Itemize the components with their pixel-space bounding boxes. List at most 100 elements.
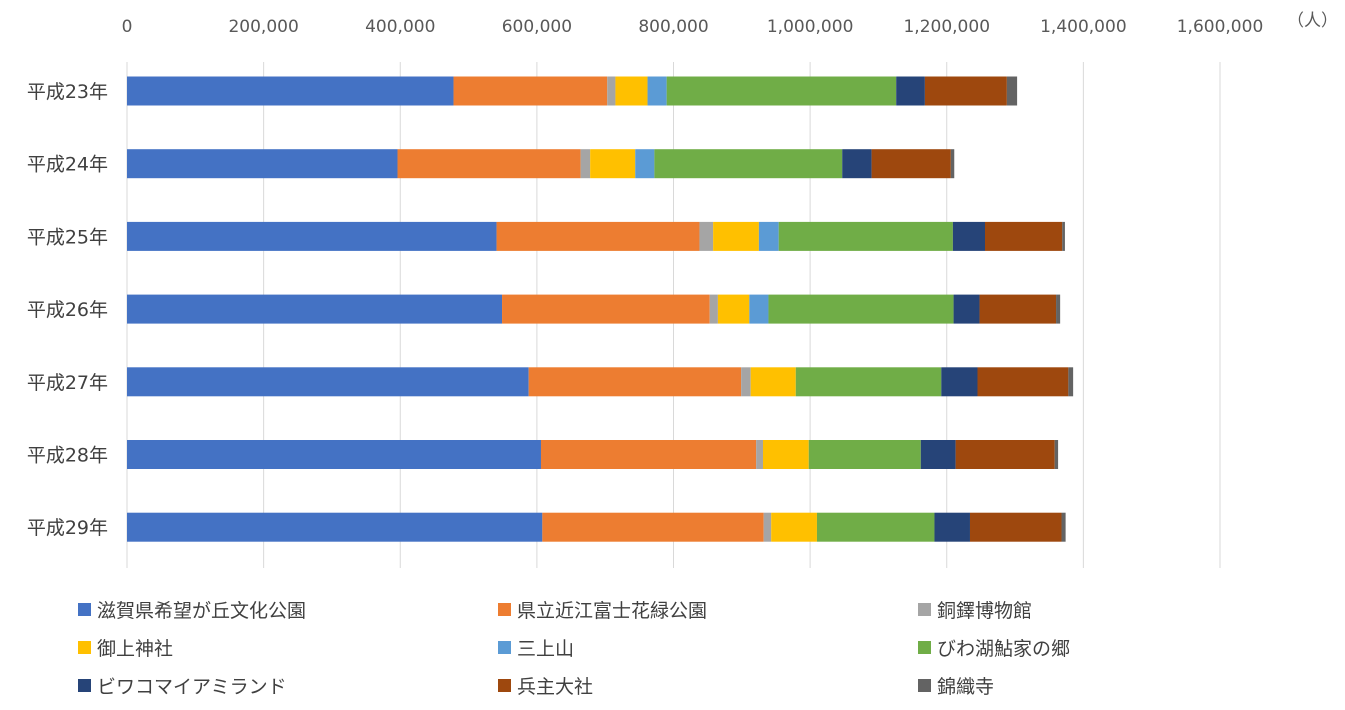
bar-segment <box>607 76 616 106</box>
category-label: 平成23年 <box>27 81 108 103</box>
bar-segment <box>955 440 1055 469</box>
legend-swatch <box>78 602 91 616</box>
bar-segment <box>496 221 700 251</box>
legend-label: 県立近江富士花緑公園 <box>517 599 708 622</box>
category-label: 平成26年 <box>27 299 108 321</box>
legend: 滋賀県希望が丘文化公園 県立近江富士花緑公園 銅鐸博物館御上神社 三上山 びわ湖鮎家の郷… <box>78 597 1318 698</box>
legend-label: 御上神社 <box>97 637 174 660</box>
x-tick-label: 0 <box>122 17 133 37</box>
x-tick-label: 200,000 <box>228 17 298 37</box>
unit-label: （人） <box>1287 11 1338 31</box>
bar-segment <box>952 221 986 251</box>
legend-swatch <box>498 602 511 616</box>
legend-swatch <box>918 640 931 654</box>
bar-segment <box>758 221 779 251</box>
bars <box>127 76 1074 542</box>
bar-segment <box>615 76 648 106</box>
bar-segment <box>1061 512 1066 542</box>
x-tick-label: 1,200,000 <box>903 17 990 37</box>
x-tick-label: 600,000 <box>502 17 572 37</box>
category-label: 平成24年 <box>27 154 108 176</box>
bar-segment <box>934 512 970 542</box>
legend-label: びわ湖鮎家の郷 <box>937 637 1071 660</box>
bar-segment <box>713 221 759 251</box>
bar-segment <box>647 76 667 106</box>
bar-segment <box>924 76 1007 106</box>
category-label: 平成28年 <box>27 445 108 467</box>
bar-segment <box>397 149 581 179</box>
bar-segment <box>127 440 541 469</box>
legend-item: 御上神社 <box>78 635 498 660</box>
x-axis-ticks: 0 200,000 400,000 600,000 800,000 1,000,000 1,… <box>122 17 1264 37</box>
bar-segment <box>795 367 942 397</box>
legend-swatch <box>78 640 91 654</box>
bar-segment <box>756 440 763 469</box>
x-tick-label: 1,000,000 <box>767 17 854 37</box>
legend-label: 三上山 <box>517 637 575 660</box>
bar-segment <box>528 367 742 397</box>
bar-segment <box>590 149 636 179</box>
bar-segment <box>127 149 398 179</box>
bar-segment <box>127 76 454 106</box>
bar-segment <box>969 512 1062 542</box>
x-tick-label: 400,000 <box>365 17 435 37</box>
bar-segment <box>985 221 1063 251</box>
bar-segment <box>750 367 796 397</box>
bar-segment <box>635 149 655 179</box>
bar-segment <box>1068 367 1074 397</box>
category-label: 平成27年 <box>27 372 108 394</box>
bar-segment <box>542 512 764 542</box>
bar-segment <box>941 367 978 397</box>
x-tick-label: 1,600,000 <box>1177 17 1264 37</box>
category-label: 平成25年 <box>27 226 108 248</box>
legend-item: 県立近江富士花緑公園 <box>498 597 918 622</box>
bar-segment <box>127 221 497 251</box>
legend-label: ビワコマイアミランド <box>97 675 287 698</box>
legend-label: 兵主大社 <box>517 675 594 698</box>
bar-segment <box>127 367 529 397</box>
bar-segment <box>453 76 608 106</box>
legend-item: 滋賀県希望が丘文化公園 <box>78 597 498 622</box>
x-tick-label: 800,000 <box>638 17 708 37</box>
bar-segment <box>977 367 1069 397</box>
bar-segment <box>717 294 750 324</box>
legend-swatch <box>498 678 511 692</box>
bar-segment <box>808 440 921 469</box>
legend-swatch <box>918 678 931 692</box>
legend-item: びわ湖鮎家の郷 <box>918 635 1318 660</box>
bar-segment <box>816 512 935 542</box>
bar-segment <box>950 149 955 179</box>
bar-segment <box>1062 221 1065 251</box>
legend-swatch <box>498 640 511 654</box>
legend-item: 三上山 <box>498 635 918 660</box>
legend-label: 錦織寺 <box>937 675 995 698</box>
legend-item: ビワコマイアミランド <box>78 673 498 698</box>
bar-segment <box>896 76 925 106</box>
bar-segment <box>842 149 872 179</box>
legend-item: 兵主大社 <box>498 673 918 698</box>
bar-segment <box>1006 76 1018 106</box>
legend-item: 錦織寺 <box>918 673 1318 698</box>
category-label: 平成29年 <box>27 517 108 539</box>
bar-segment <box>1054 440 1059 469</box>
legend-swatch <box>918 602 931 616</box>
bar-segment <box>127 512 543 542</box>
bar-segment <box>979 294 1057 324</box>
bar-segment <box>540 440 757 469</box>
bar-segment <box>1056 294 1061 324</box>
bar-segment <box>771 512 817 542</box>
bar-segment <box>871 149 951 179</box>
x-tick-label: 1,400,000 <box>1040 17 1127 37</box>
legend-swatch <box>78 678 91 692</box>
bar-segment <box>763 512 772 542</box>
bar-segment <box>741 367 751 397</box>
bar-segment <box>762 440 809 469</box>
legend-label: 滋賀県希望が丘文化公園 <box>97 599 307 622</box>
bar-segment <box>749 294 769 324</box>
stacked-bar-chart: 0 200,000 400,000 600,000 800,000 1,000,000 1,… <box>27 11 1338 568</box>
bar-segment <box>502 294 710 324</box>
bar-segment <box>709 294 718 324</box>
bar-segment <box>127 294 503 324</box>
legend-item: 銅鐸博物館 <box>918 597 1318 622</box>
